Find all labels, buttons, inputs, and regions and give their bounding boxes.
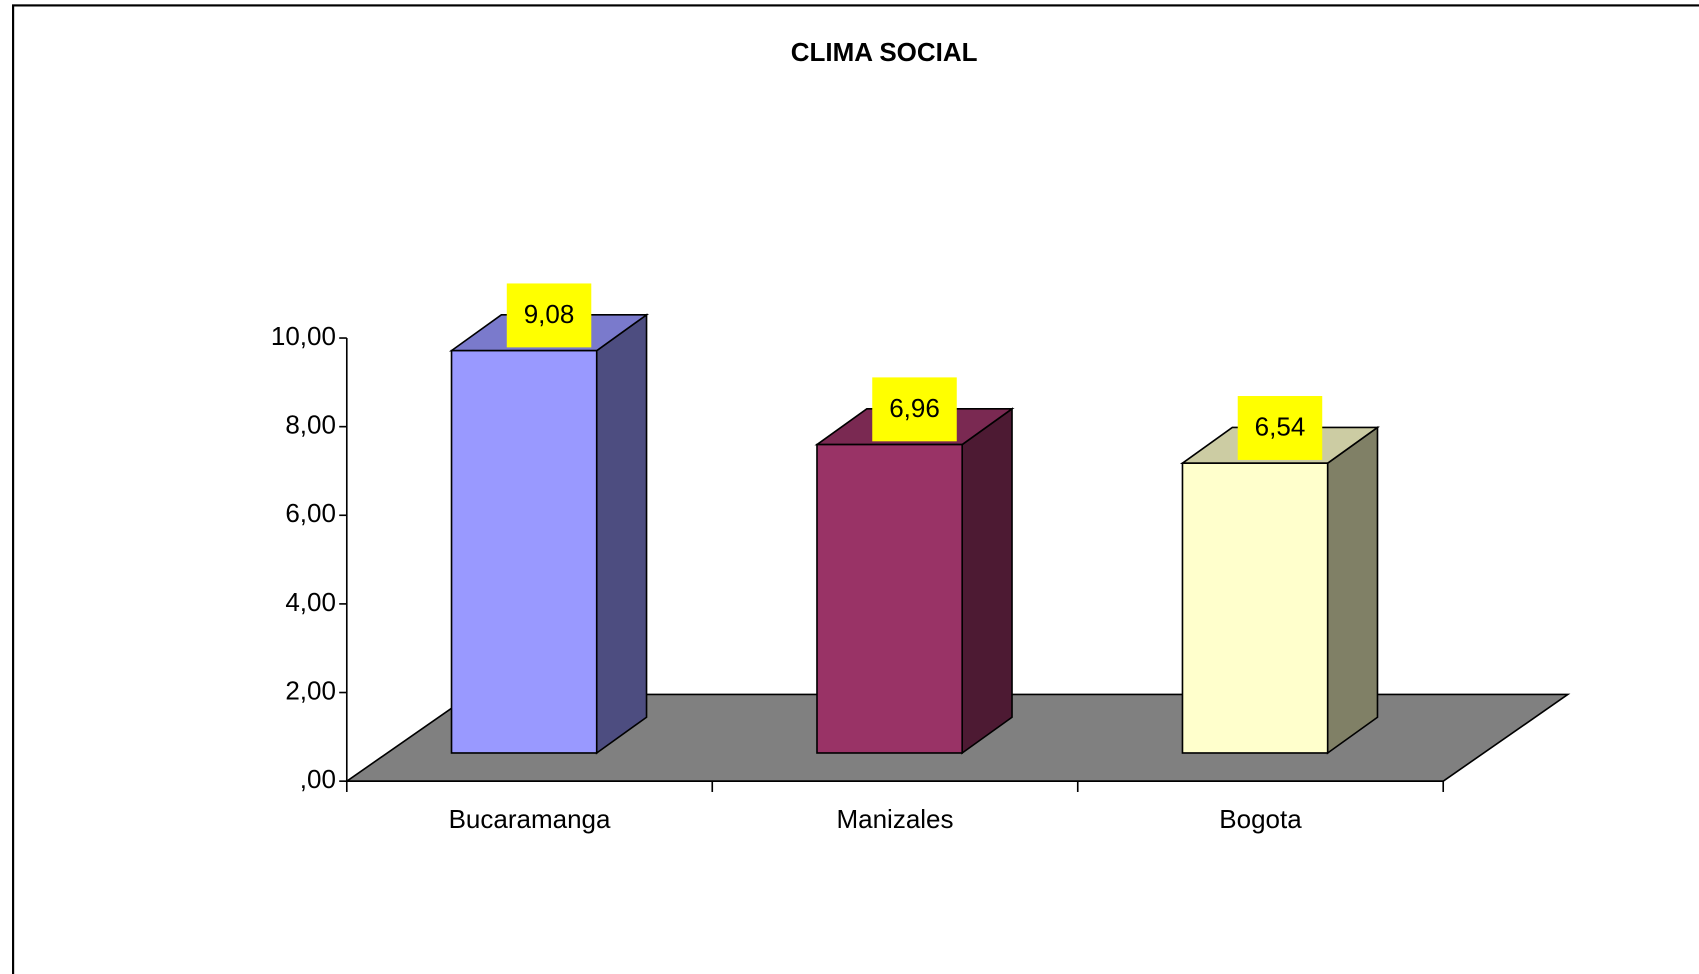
value-label-bg	[506, 283, 592, 348]
value-label: 6,96	[889, 393, 940, 423]
bar-side	[961, 407, 1013, 755]
bar	[816, 443, 963, 754]
bar-side	[1326, 425, 1379, 755]
chart-title: CLIMA SOCIAL	[791, 37, 978, 67]
bar	[1181, 462, 1329, 754]
value-label: 6,54	[1255, 411, 1306, 441]
y-tick-label: 4,00	[285, 587, 336, 617]
y-tick-label: ,00	[300, 764, 336, 794]
value-label: 9,08	[524, 299, 575, 329]
x-tick-label: Manizales	[836, 804, 953, 834]
value-label-bg	[872, 377, 957, 442]
bar-side	[595, 313, 648, 755]
y-tick-label: 8,00	[285, 410, 336, 440]
bar	[450, 349, 598, 754]
y-tick-label: 10,00	[271, 321, 336, 351]
value-label-bg	[1237, 396, 1323, 460]
x-tick-label: Bogota	[1219, 804, 1302, 834]
y-tick-label: 6,00	[285, 498, 336, 528]
y-tick-label: 2,00	[285, 675, 336, 705]
x-tick-label: Bucaramanga	[449, 804, 611, 834]
